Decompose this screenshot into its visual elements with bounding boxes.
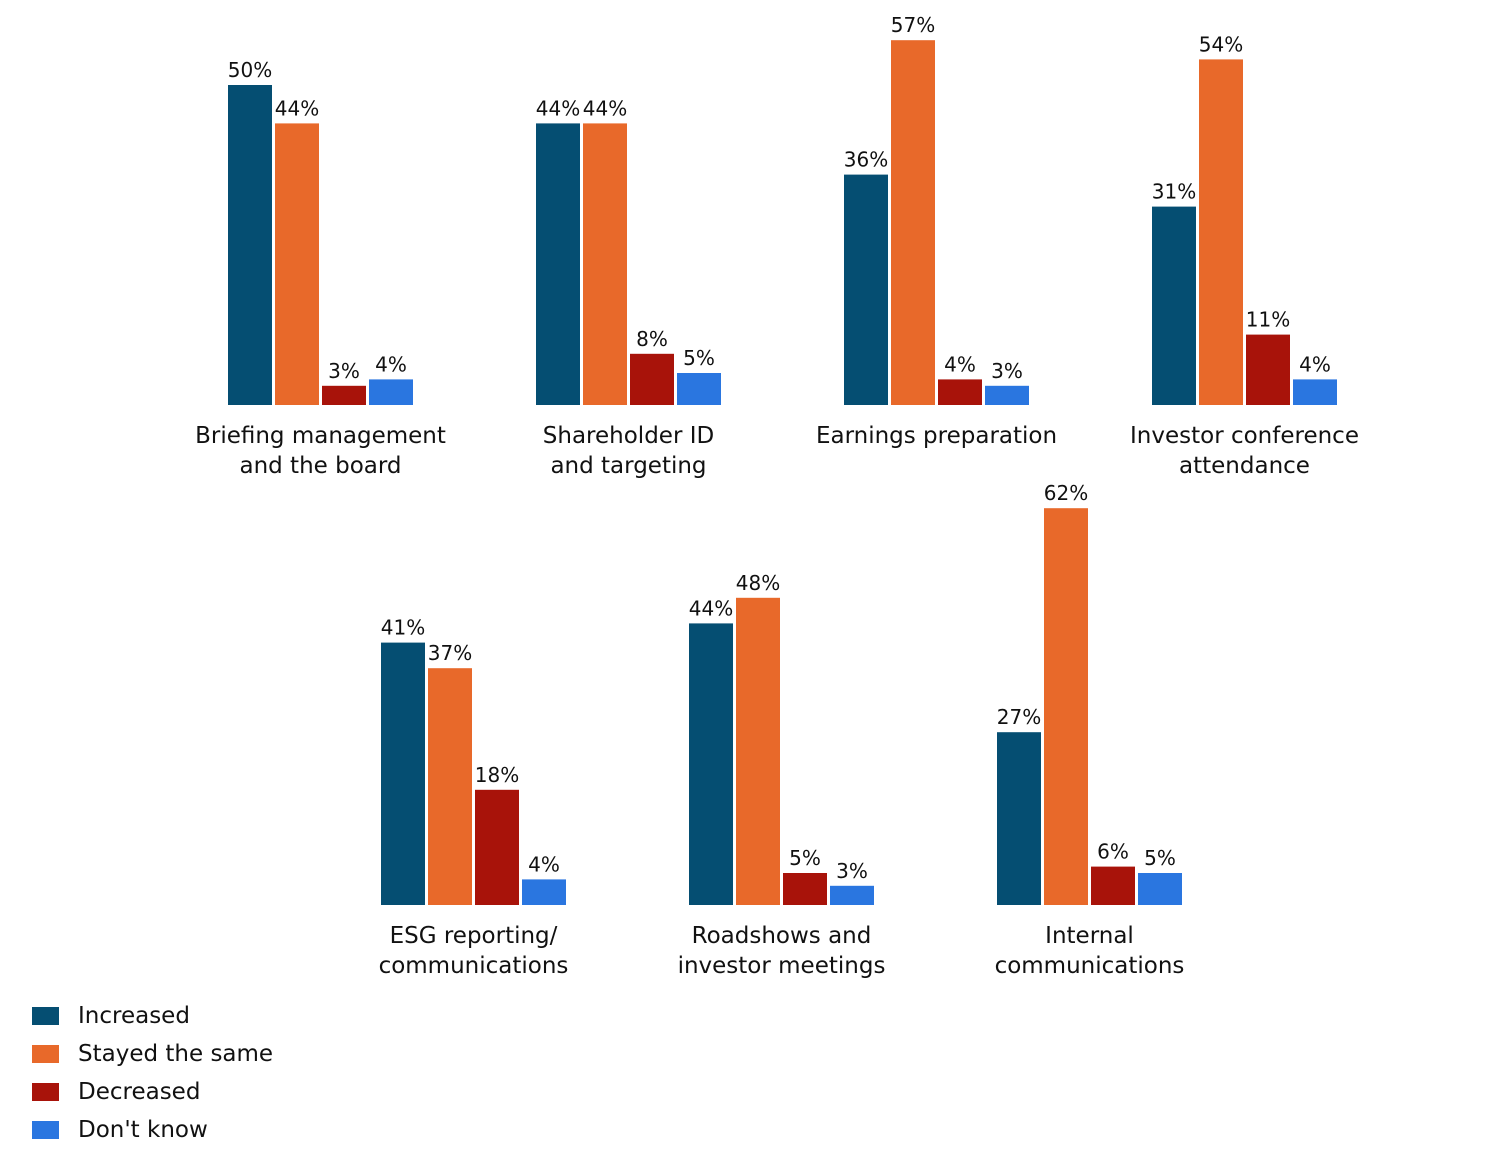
legend-label: Stayed the same xyxy=(78,1041,274,1067)
data-label: 44% xyxy=(536,96,580,120)
chart-panel: 31% 54% 11% 4% Investor conference attendance xyxy=(1130,32,1359,479)
legend-item: Don't know xyxy=(32,1111,273,1149)
data-label: 41% xyxy=(381,616,425,640)
bar-don-t-know xyxy=(677,373,721,405)
chart-panel: 36% 57% 4% 3% Earnings preparation xyxy=(816,13,1057,449)
chart-panel: 50%44% 3% 4% Briefing management and the boa… xyxy=(195,58,446,479)
chart-panel: 44%48% 5% 3% Roadshows and investor meetings xyxy=(678,571,886,979)
data-label: 62% xyxy=(1044,481,1088,505)
legend-label: Increased xyxy=(78,1003,190,1029)
category-label: attendance xyxy=(1179,453,1310,479)
category-label: communications xyxy=(995,953,1185,979)
data-label: 37% xyxy=(428,641,472,665)
legend-item: Decreased xyxy=(32,1073,273,1111)
bar-decreased xyxy=(322,385,366,405)
category-label: and targeting xyxy=(550,453,706,479)
category-label: investor meetings xyxy=(678,953,886,979)
data-label: 5% xyxy=(683,346,715,370)
bar-decreased xyxy=(630,353,674,405)
bar-don-t-know xyxy=(1138,873,1182,905)
legend-swatch xyxy=(32,1045,59,1063)
data-label: 27% xyxy=(997,705,1041,729)
category-label: communications xyxy=(379,953,569,979)
legend-item: Increased xyxy=(32,997,273,1035)
data-label: 18% xyxy=(475,763,519,787)
bar-don-t-know xyxy=(985,385,1029,405)
data-label: 4% xyxy=(375,352,407,376)
bar-decreased xyxy=(1246,334,1290,405)
legend-label: Don't know xyxy=(78,1117,208,1143)
data-label: 3% xyxy=(836,859,868,883)
data-label: 44% xyxy=(689,596,733,620)
category-label: Shareholder ID xyxy=(543,423,714,449)
data-label: 5% xyxy=(1144,846,1176,870)
legend-swatch xyxy=(32,1083,59,1101)
bar-increased xyxy=(536,123,580,406)
data-label: 4% xyxy=(944,352,976,376)
category-label: Investor conference xyxy=(1130,423,1359,449)
bar-increased xyxy=(997,732,1041,905)
bar-stayed-the-same xyxy=(1199,59,1243,406)
data-label: 54% xyxy=(1199,32,1243,56)
bar-decreased xyxy=(1091,866,1135,905)
data-label: 6% xyxy=(1097,840,1129,864)
bar-increased xyxy=(844,174,888,405)
data-label: 4% xyxy=(528,852,560,876)
bar-don-t-know xyxy=(1293,379,1337,405)
bar-increased xyxy=(1152,206,1196,405)
category-label: Briefing management xyxy=(195,423,446,449)
data-label: 3% xyxy=(991,359,1023,383)
chart-panel: 27% 62% 6% 5% Internal communications xyxy=(995,481,1185,979)
legend: Increased Stayed the same Decreased Don't k… xyxy=(32,997,273,1149)
bar-stayed-the-same xyxy=(428,668,472,905)
bar-stayed-the-same xyxy=(736,597,780,905)
legend-item: Stayed the same xyxy=(32,1035,273,1073)
category-label: Internal xyxy=(1045,923,1134,949)
data-label: 3% xyxy=(328,359,360,383)
bar-stayed-the-same xyxy=(583,123,627,406)
chart-panel: 44% 44% 8% 5% Shareholder ID and targeting xyxy=(536,96,721,479)
bar-stayed-the-same xyxy=(275,123,319,406)
category-label: and the board xyxy=(239,453,401,479)
data-label: 50% xyxy=(228,58,272,82)
data-label: 44% xyxy=(583,96,627,120)
category-label: ESG reporting/ xyxy=(390,923,558,949)
data-label: 31% xyxy=(1152,180,1196,204)
bar-don-t-know xyxy=(830,885,874,905)
bar-don-t-know xyxy=(522,879,566,905)
legend-swatch xyxy=(32,1007,59,1025)
category-label: Earnings preparation xyxy=(816,423,1057,449)
data-label: 11% xyxy=(1246,308,1290,332)
data-label: 8% xyxy=(636,327,668,351)
chart-panel: 41%37% 18% 4% ESG reporting/communications xyxy=(379,616,569,979)
data-label: 57% xyxy=(891,13,935,37)
bar-decreased xyxy=(783,873,827,905)
data-label: 4% xyxy=(1299,352,1331,376)
legend-swatch xyxy=(32,1121,59,1139)
data-label: 48% xyxy=(736,571,780,595)
bar-increased xyxy=(381,642,425,905)
bar-stayed-the-same xyxy=(891,40,935,405)
bar-decreased xyxy=(475,789,519,905)
bar-decreased xyxy=(938,379,982,405)
bar-increased xyxy=(228,85,272,405)
bar-stayed-the-same xyxy=(1044,508,1088,905)
data-label: 44% xyxy=(275,96,319,120)
category-label: Roadshows and xyxy=(692,923,872,949)
legend-label: Decreased xyxy=(78,1079,201,1105)
bar-don-t-know xyxy=(369,379,413,405)
data-label: 36% xyxy=(844,148,888,172)
bar-increased xyxy=(689,623,733,905)
data-label: 5% xyxy=(789,846,821,870)
